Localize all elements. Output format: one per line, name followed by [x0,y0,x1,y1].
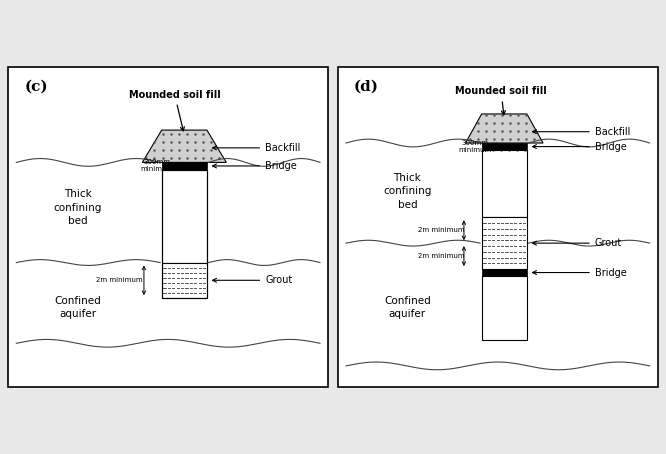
Polygon shape [143,130,226,163]
Bar [162,169,207,298]
Text: 2m minimum: 2m minimum [418,253,465,259]
Text: Backfill: Backfill [212,143,300,153]
Bar [482,269,527,276]
Text: 300mm
minimum: 300mm minimum [459,140,492,153]
Text: (c): (c) [25,80,48,94]
Text: Confined
aquifer: Confined aquifer [55,296,101,319]
Text: Backfill: Backfill [533,127,630,137]
Bar [162,169,207,262]
Text: Bridge: Bridge [212,161,297,171]
Text: (d): (d) [354,80,379,94]
Bar [482,143,527,150]
Bar [482,276,527,340]
Text: Mounded soil fill: Mounded soil fill [129,89,220,131]
Bar [482,217,527,269]
Text: Mounded soil fill: Mounded soil fill [455,86,547,115]
Bar [162,163,207,169]
Polygon shape [466,114,543,143]
Text: 300mm
minimum: 300mm minimum [141,159,173,173]
Text: Thick
confining
bed: Thick confining bed [53,189,102,226]
Bar [162,163,207,169]
Text: Grout: Grout [533,238,622,248]
Bar [162,262,207,298]
Text: Bridge: Bridge [533,142,627,152]
Text: 2m minimum: 2m minimum [97,277,143,283]
Text: Thick
confining
bed: Thick confining bed [383,173,432,210]
Bar [482,143,527,150]
Text: Confined
aquifer: Confined aquifer [384,296,431,319]
Bar [482,150,527,217]
Text: 2m minimum: 2m minimum [418,227,465,233]
Text: Grout: Grout [212,275,292,285]
Text: Bridge: Bridge [533,267,627,277]
